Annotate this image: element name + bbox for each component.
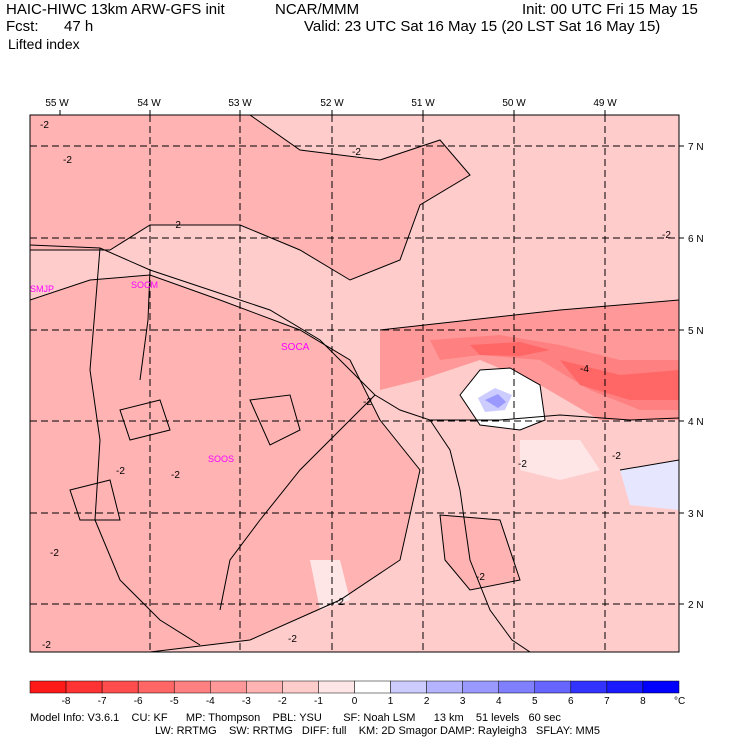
map-frame	[29, 114, 680, 653]
colorbar-unit: °C	[674, 696, 685, 707]
colorbar-tick-label: 2	[424, 696, 430, 707]
field-name: Lifted index	[8, 36, 80, 52]
colorbar-tick-label: -7	[98, 696, 107, 707]
contour-label: -2	[50, 548, 59, 559]
contour-label: -2	[171, 470, 180, 481]
colorbar-tick-label: 6	[568, 696, 574, 707]
station-smjp: SMJP	[30, 284, 54, 294]
colorbar-swatch	[173, 680, 211, 694]
colorbar-swatch	[642, 680, 680, 694]
contour-label: -2	[116, 466, 125, 477]
colorbar-swatch	[137, 680, 175, 694]
contour-label: -4	[580, 364, 589, 375]
colorbar-tick-label: -4	[206, 696, 215, 707]
lon-label-51w: 51 W	[411, 98, 435, 109]
init-time: Init: 00 UTC Fri 15 May 15	[522, 1, 698, 18]
contour-label: -2	[172, 220, 181, 231]
colorbar-swatch	[606, 680, 644, 694]
colorbar-swatch	[318, 680, 355, 694]
colorbar-swatch	[390, 680, 427, 694]
contour-label: -2	[476, 572, 485, 583]
contour-label: -2	[518, 459, 527, 470]
colorbar-tick-label: -2	[278, 696, 287, 707]
station-soca: SOCA	[281, 342, 310, 353]
coastline	[30, 244, 679, 652]
lat-label-6n: 6 N	[688, 234, 704, 245]
contour-label: -2	[363, 397, 372, 408]
colorbar-tick-label: -1	[314, 696, 323, 707]
contour-value-labels: -2 -2 -2 -2 -2 -2 -4 -2 -2 -2 -2 -2 -2 -…	[40, 120, 671, 651]
map-ticks	[59, 110, 684, 605]
lat-lon-grid	[30, 115, 679, 652]
contour-label: -2	[63, 155, 72, 166]
colorbar-swatch	[534, 680, 572, 694]
model-title: HAIC-HIWC 13km ARW-GFS init	[6, 1, 225, 18]
colorbar-swatch	[246, 680, 283, 694]
contour-label: -2	[288, 634, 297, 645]
contour-label: -2	[335, 597, 344, 608]
lat-label-4n: 4 N	[688, 417, 704, 428]
colorbar-tick-label: -3	[242, 696, 251, 707]
colorbar-swatch	[570, 680, 608, 694]
colorbar-tick-label: 7	[604, 696, 610, 707]
lon-label-49w: 49 W	[593, 98, 617, 109]
lon-label-54w: 54 W	[137, 98, 161, 109]
colorbar-swatch	[210, 680, 247, 694]
lat-label-7n: 7 N	[688, 142, 704, 153]
contour-label: -2	[662, 230, 671, 241]
station-soos: SOOS	[208, 454, 234, 464]
colorbar: -8 -7 -6 -5 -4 -3 -2 -1 0 1 2 3 4 5 6 7 8	[29, 680, 680, 707]
lon-label-50w: 50 W	[502, 98, 526, 109]
lifted-index-field	[30, 115, 679, 652]
valid-time: Valid: 23 UTC Sat 16 May 15 (20 LST Sat …	[304, 18, 661, 35]
colorbar-tick-label: 0	[352, 696, 358, 707]
colorbar-swatch	[29, 680, 67, 694]
colorbar-tick-label: -5	[170, 696, 179, 707]
colorbar-swatch	[101, 680, 139, 694]
colorbar-swatch	[498, 680, 536, 694]
contour-label: -2	[612, 451, 621, 462]
colorbar-tick-label: 3	[460, 696, 466, 707]
colorbar-swatch	[65, 680, 103, 694]
lat-label-3n: 3 N	[688, 509, 704, 520]
fcst-value: 47 h	[64, 18, 94, 35]
colorbar-tick-label: -8	[62, 696, 71, 707]
colorbar-swatch	[426, 680, 463, 694]
org-label: NCAR/MMM	[275, 1, 360, 18]
lon-label-53w: 53 W	[228, 98, 252, 109]
lat-label-2n: 2 N	[688, 600, 704, 611]
station-socm: SOCM	[131, 280, 158, 290]
model-info-line2: LW: RRTMG SW: RRTMG DIFF: full KM: 2D Sm…	[155, 725, 600, 737]
colorbar-tick-label: -6	[134, 696, 143, 707]
colorbar-tick-label: 5	[532, 696, 538, 707]
colorbar-swatch	[282, 680, 319, 694]
colorbar-tick-label: 8	[640, 696, 646, 707]
colorbar-tick-label: 1	[388, 696, 394, 707]
model-info-line1: Model Info: V3.6.1 CU: KF MP: Thompson P…	[30, 712, 561, 724]
lon-label-55w: 55 W	[45, 98, 69, 109]
fcst-label: Fcst:	[6, 18, 39, 35]
lat-label-5n: 5 N	[688, 326, 704, 337]
contour-label: -2	[40, 120, 49, 131]
lon-label-52w: 52 W	[320, 98, 344, 109]
colorbar-swatch	[462, 680, 499, 694]
contour-label: -2	[42, 640, 51, 651]
contour-label: -2	[352, 147, 361, 158]
colorbar-tick-label: 4	[496, 696, 502, 707]
colorbar-swatch	[354, 680, 391, 694]
